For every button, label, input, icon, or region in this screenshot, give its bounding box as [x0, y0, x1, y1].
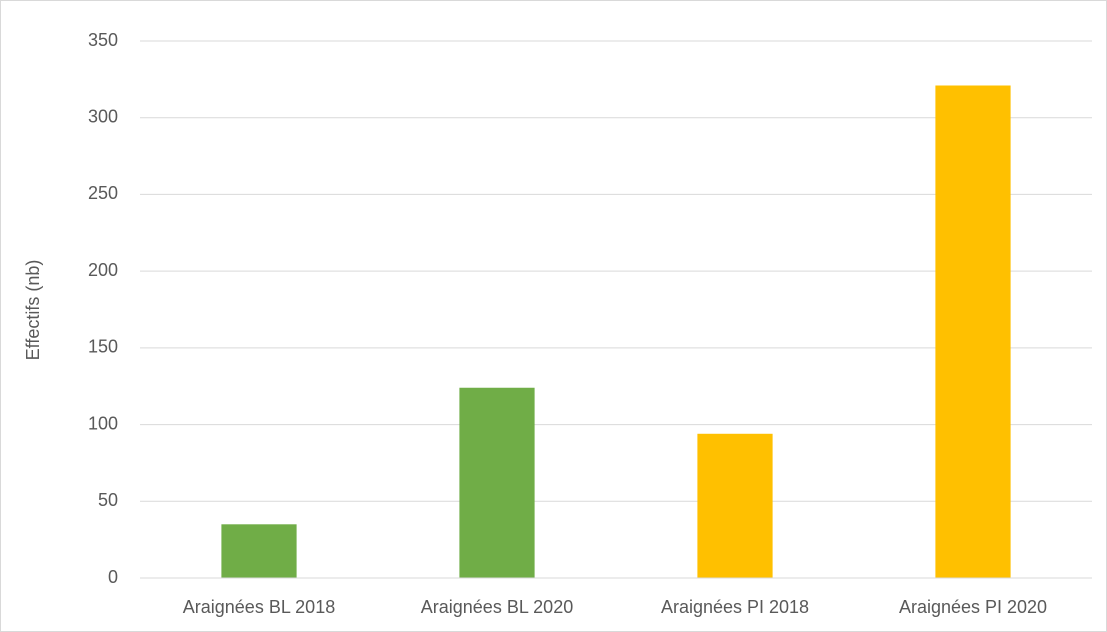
- y-tick-label: 0: [108, 567, 118, 587]
- bar: [221, 524, 297, 578]
- x-tick-label: Araignées PI 2020: [899, 597, 1047, 617]
- y-tick-label: 350: [88, 30, 118, 50]
- x-tick-label: Araignées BL 2018: [183, 597, 335, 617]
- y-tick-label: 150: [88, 337, 118, 357]
- bar: [935, 85, 1011, 578]
- y-tick-label: 300: [88, 106, 118, 126]
- y-tick-label: 200: [88, 260, 118, 280]
- x-tick-label: Araignées BL 2020: [421, 597, 573, 617]
- y-tick-label: 250: [88, 183, 118, 203]
- y-axis-label: Effectifs (nb): [23, 260, 43, 361]
- x-tick-label: Araignées PI 2018: [661, 597, 809, 617]
- bar: [697, 433, 773, 578]
- bar: [459, 387, 535, 578]
- y-tick-label: 100: [88, 413, 118, 433]
- y-tick-label: 50: [98, 490, 118, 510]
